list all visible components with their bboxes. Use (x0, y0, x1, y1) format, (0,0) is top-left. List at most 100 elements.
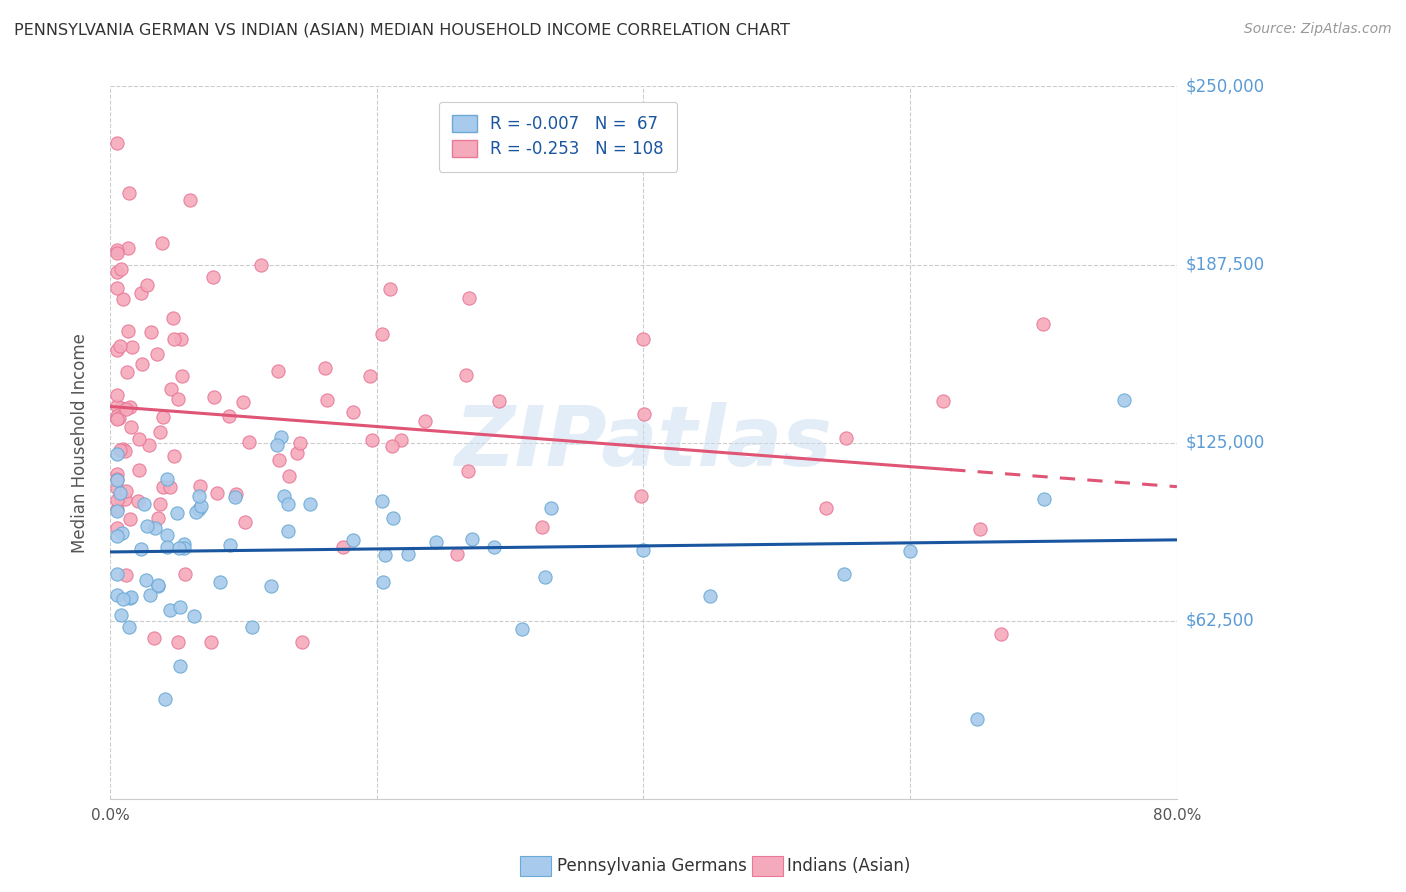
Point (117, 241, 139, 255)
Point (118, 620, 141, 634)
Text: ZIPatlas: ZIPatlas (454, 402, 832, 483)
Point (169, 659, 191, 673)
Point (105, 529, 128, 543)
Point (108, 443, 131, 458)
Point (108, 339, 131, 353)
Point (127, 494, 149, 508)
Point (990, 627, 1012, 641)
Point (105, 521, 128, 535)
Point (342, 533, 364, 548)
Point (148, 578, 170, 592)
Point (159, 603, 181, 617)
Point (138, 438, 160, 452)
Point (461, 532, 484, 546)
Point (510, 622, 533, 636)
Point (148, 579, 170, 593)
Text: $62,500: $62,500 (1185, 612, 1254, 630)
Point (633, 408, 655, 422)
Point (533, 570, 555, 584)
Point (120, 419, 142, 434)
Point (121, 340, 143, 354)
Point (266, 438, 288, 452)
Point (530, 520, 553, 534)
Point (105, 388, 128, 402)
Point (277, 469, 299, 483)
Point (110, 607, 132, 622)
Point (371, 494, 394, 508)
Point (277, 497, 299, 511)
Point (173, 537, 195, 551)
Point (135, 573, 157, 587)
Point (170, 368, 193, 383)
Point (218, 409, 240, 424)
Point (381, 439, 404, 453)
Point (361, 433, 384, 447)
Point (105, 410, 128, 425)
Point (454, 368, 477, 383)
Point (315, 393, 337, 408)
Point (540, 500, 562, 515)
Point (160, 382, 183, 396)
Point (298, 497, 321, 511)
Point (224, 490, 246, 504)
Point (208, 574, 231, 589)
Point (200, 635, 222, 649)
Point (1032, 318, 1054, 332)
Point (898, 543, 921, 558)
Point (425, 535, 447, 549)
Point (815, 501, 838, 516)
Point (150, 236, 173, 251)
Point (114, 491, 136, 506)
Text: PENNSYLVANIA GERMAN VS INDIAN (ASIAN) MEDIAN HOUSEHOLD INCOME CORRELATION CHART: PENNSYLVANIA GERMAN VS INDIAN (ASIAN) ME… (14, 22, 790, 37)
Point (179, 194, 201, 208)
Point (396, 547, 419, 561)
Point (105, 409, 128, 423)
Point (149, 425, 172, 439)
Point (187, 502, 209, 516)
Point (163, 449, 186, 463)
Point (699, 589, 721, 603)
Point (232, 395, 254, 409)
Point (136, 278, 159, 293)
Point (291, 635, 314, 649)
Point (173, 541, 195, 556)
Point (413, 414, 436, 428)
Point (173, 566, 195, 581)
Point (105, 501, 128, 516)
Point (374, 548, 396, 562)
Point (207, 486, 229, 500)
Point (115, 365, 138, 379)
Point (314, 360, 336, 375)
Point (1032, 491, 1054, 506)
Point (969, 522, 991, 536)
Point (114, 568, 136, 582)
Point (105, 481, 128, 495)
Point (139, 325, 162, 339)
Point (359, 369, 381, 384)
Y-axis label: Median Household Income: Median Household Income (72, 333, 89, 552)
Point (152, 480, 174, 494)
Point (114, 483, 136, 498)
Point (285, 446, 308, 460)
Point (107, 411, 129, 425)
Point (120, 400, 142, 414)
Text: Source: ZipAtlas.com: Source: ZipAtlas.com (1244, 22, 1392, 37)
Point (273, 490, 295, 504)
Point (260, 579, 283, 593)
Point (458, 291, 481, 305)
Point (225, 487, 247, 501)
Point (266, 364, 288, 378)
Point (110, 491, 132, 505)
Point (159, 480, 181, 494)
Point (166, 635, 188, 649)
Text: $187,500: $187,500 (1185, 255, 1264, 274)
Point (105, 473, 128, 487)
Point (932, 393, 955, 408)
Point (114, 443, 136, 458)
Point (482, 540, 505, 554)
Point (129, 285, 152, 300)
Point (111, 442, 134, 457)
Point (105, 503, 128, 517)
Point (183, 609, 205, 624)
Point (188, 479, 211, 493)
